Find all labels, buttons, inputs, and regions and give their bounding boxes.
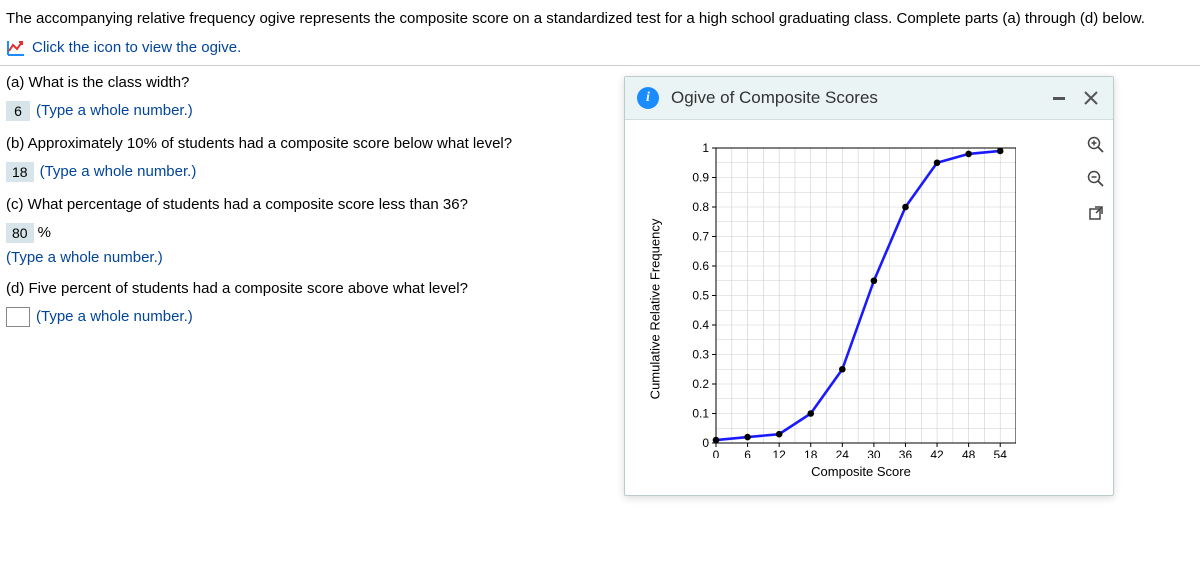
question-panel: (a) What is the class width? 6 (Type a w… [0, 66, 610, 349]
answer-b-input[interactable]: 18 [6, 162, 34, 182]
svg-text:54: 54 [994, 448, 1008, 458]
close-icon[interactable] [1081, 88, 1101, 108]
answer-a-input[interactable]: 6 [6, 101, 30, 121]
answer-d-input[interactable] [6, 307, 30, 327]
question-b: (b) Approximately 10% of students had a … [6, 135, 602, 182]
svg-text:0: 0 [713, 448, 720, 458]
svg-text:0.1: 0.1 [692, 407, 709, 421]
popup-title: Ogive of Composite Scores [671, 88, 1037, 108]
ogive-link-text[interactable]: Click the icon to view the ogive. [32, 39, 241, 56]
svg-text:0.3: 0.3 [692, 348, 709, 362]
info-icon: i [637, 87, 659, 109]
svg-text:0.8: 0.8 [692, 200, 709, 214]
svg-text:12: 12 [772, 448, 786, 458]
question-b-prompt: (b) Approximately 10% of students had a … [6, 135, 602, 152]
answer-c-input[interactable]: 80 [6, 223, 34, 243]
question-d-prompt: (d) Five percent of students had a compo… [6, 280, 602, 297]
answer-b-instr: (Type a whole number.) [40, 163, 197, 180]
ogive-popup: i Ogive of Composite Scores Cumulative R… [624, 76, 1114, 496]
minimize-icon[interactable] [1049, 88, 1069, 108]
question-a: (a) What is the class width? 6 (Type a w… [6, 74, 602, 121]
svg-text:24: 24 [836, 448, 850, 458]
chart-container: Cumulative Relative Frequency 0612182430… [671, 138, 1051, 479]
svg-text:18: 18 [804, 448, 818, 458]
popout-icon[interactable] [1085, 202, 1107, 224]
popup-header: i Ogive of Composite Scores [625, 77, 1113, 120]
svg-text:30: 30 [867, 448, 881, 458]
svg-text:6: 6 [744, 448, 751, 458]
answer-a-instr: (Type a whole number.) [36, 102, 193, 119]
svg-text:0.7: 0.7 [692, 230, 709, 244]
chart-tools [1085, 134, 1107, 224]
svg-text:1: 1 [702, 141, 709, 155]
problem-intro: The accompanying relative frequency ogiv… [0, 0, 1200, 35]
question-d: (d) Five percent of students had a compo… [6, 280, 602, 327]
chart-ylabel: Cumulative Relative Frequency [648, 218, 663, 399]
svg-text:42: 42 [930, 448, 944, 458]
chart-xlabel: Composite Score [671, 464, 1051, 479]
svg-text:0: 0 [702, 436, 709, 450]
zoom-out-icon[interactable] [1085, 168, 1107, 190]
svg-text:0.9: 0.9 [692, 171, 709, 185]
svg-text:0.2: 0.2 [692, 377, 709, 391]
svg-text:0.5: 0.5 [692, 289, 709, 303]
svg-text:0.4: 0.4 [692, 318, 709, 332]
popup-body: Cumulative Relative Frequency 0 6 12 18 24 30… [625, 120, 1113, 495]
ogive-link-row: Click the icon to view the ogive. [0, 35, 1200, 65]
svg-text:36: 36 [899, 448, 913, 458]
zoom-in-icon[interactable] [1085, 134, 1107, 156]
question-c-prompt: (c) What percentage of students had a co… [6, 196, 602, 213]
answer-d-instr: (Type a whole number.) [36, 308, 193, 325]
answer-c-instr: (Type a whole number.) [6, 249, 163, 266]
question-a-prompt: (a) What is the class width? [6, 74, 602, 91]
question-c: (c) What percentage of students had a co… [6, 196, 602, 266]
chart-link-icon[interactable] [6, 39, 26, 57]
svg-text:48: 48 [962, 448, 976, 458]
svg-text:0.6: 0.6 [692, 259, 709, 273]
ogive-chart: 0 6 12 18 24 30 36 42 48 54 0 0.1 0.2 0.3 0.4 0.5 0.6 0.7… [671, 138, 1016, 458]
answer-c-unit: % [38, 224, 51, 241]
